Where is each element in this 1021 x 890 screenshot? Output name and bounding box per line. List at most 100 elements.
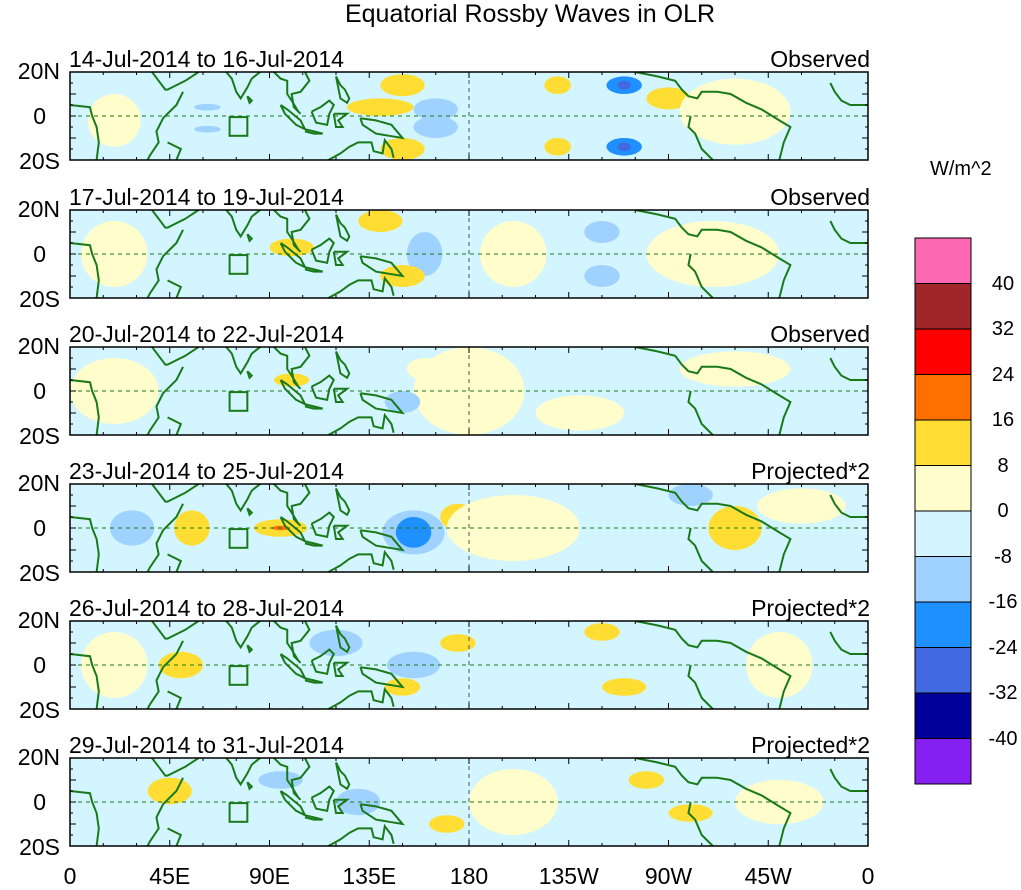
coastline [332, 798, 351, 814]
coastline [273, 758, 311, 801]
coastline [326, 549, 395, 572]
olr-anomaly [384, 391, 421, 413]
coastline [224, 347, 262, 376]
coastline [687, 115, 714, 160]
y-tick-label: 20N [17, 196, 60, 222]
coastline [326, 686, 395, 709]
coastline [70, 790, 100, 846]
coastline [687, 253, 714, 298]
y-tick-label: 20S [19, 423, 60, 449]
coastline [829, 631, 868, 655]
colorbar-swatch [914, 738, 972, 785]
coastline [335, 213, 351, 243]
colorbar-swatch [914, 237, 972, 284]
olr-anomaly [440, 634, 476, 652]
olr-anomaly [601, 678, 647, 696]
olr-anomaly [668, 484, 713, 506]
olr-anomaly [757, 488, 846, 524]
coastline [146, 91, 184, 160]
y-tick-label: 0 [33, 241, 46, 267]
coastline [146, 503, 184, 572]
x-tick-label: 180 [449, 863, 489, 889]
region-box [228, 254, 249, 275]
olr-map-panel [70, 72, 868, 160]
coastline [246, 95, 254, 105]
olr-anomaly [395, 517, 432, 548]
olr-anomaly [413, 116, 458, 138]
olr-anomaly [646, 87, 691, 110]
y-tick-label: 20N [17, 744, 60, 770]
y-tick-label: 20S [19, 148, 60, 174]
coastline [829, 82, 868, 106]
coastline [310, 237, 336, 264]
coastline [335, 350, 351, 380]
colorbar-label: -40 [988, 727, 1018, 750]
coastline [635, 347, 792, 435]
colorbar-swatch [914, 283, 972, 330]
coastline [151, 758, 200, 777]
x-tick-label: 45E [149, 863, 191, 889]
olr-anomaly [584, 265, 620, 287]
olr-map-panel [70, 758, 868, 846]
olr-anomaly [617, 142, 631, 152]
coastline [635, 72, 792, 160]
coastline [146, 640, 184, 709]
x-tick-label: 90E [249, 863, 290, 889]
colorbar-label: 24 [991, 363, 1015, 386]
y-tick-label: 0 [33, 515, 46, 541]
olr-anomaly [734, 780, 824, 824]
coastline [246, 644, 254, 654]
olr-anomaly [258, 771, 303, 789]
panel-status: Observed [770, 321, 870, 347]
olr-anomaly [347, 98, 414, 116]
colorbar-swatch [914, 328, 972, 375]
coastline [359, 117, 406, 140]
panel-status: Observed [770, 184, 870, 210]
region-box [228, 802, 249, 823]
coastline [687, 527, 714, 572]
colorbar-label: -24 [988, 636, 1018, 659]
olr-anomaly [386, 651, 441, 679]
coastline [310, 374, 336, 401]
coastline [310, 511, 336, 538]
coastline [224, 621, 262, 650]
coastline [332, 112, 351, 128]
olr-anomaly [147, 777, 192, 805]
y-tick-label: 0 [33, 378, 46, 404]
region-box [228, 665, 249, 686]
x-tick-label: 0 [861, 863, 875, 889]
colorbar-swatch [914, 419, 972, 466]
olr-anomaly [668, 804, 713, 822]
coastline [687, 801, 714, 846]
x-tick-label: 135W [538, 863, 599, 889]
coastline [635, 758, 792, 846]
coastline [310, 99, 336, 126]
coastline [224, 758, 262, 787]
coastline [829, 220, 868, 244]
coastline [304, 403, 323, 410]
coastline [224, 210, 262, 239]
coastline [151, 347, 200, 366]
region-box [228, 391, 249, 412]
coastline [359, 529, 406, 552]
panel-status: Projected*2 [751, 458, 870, 484]
coastline [246, 370, 254, 380]
olr-anomaly [358, 210, 403, 232]
colorbar-label: 8 [997, 454, 1009, 477]
olr-anomaly [628, 771, 665, 789]
coastline [146, 777, 184, 846]
coastline [332, 524, 351, 540]
coastline [829, 768, 868, 792]
panel-status: Projected*2 [751, 595, 870, 621]
coastline [326, 412, 395, 435]
coastline [326, 137, 395, 160]
coastline [304, 540, 323, 547]
olr-anomaly [194, 103, 221, 111]
coastline [167, 553, 183, 572]
panel-date-range: 14-Jul-2014 to 16-Jul-2014 [69, 46, 344, 72]
colorbar-swatch [914, 601, 972, 648]
y-tick-label: 20S [19, 697, 60, 723]
coastline [335, 75, 351, 105]
coastline [273, 210, 311, 253]
olr-anomaly [380, 74, 425, 97]
